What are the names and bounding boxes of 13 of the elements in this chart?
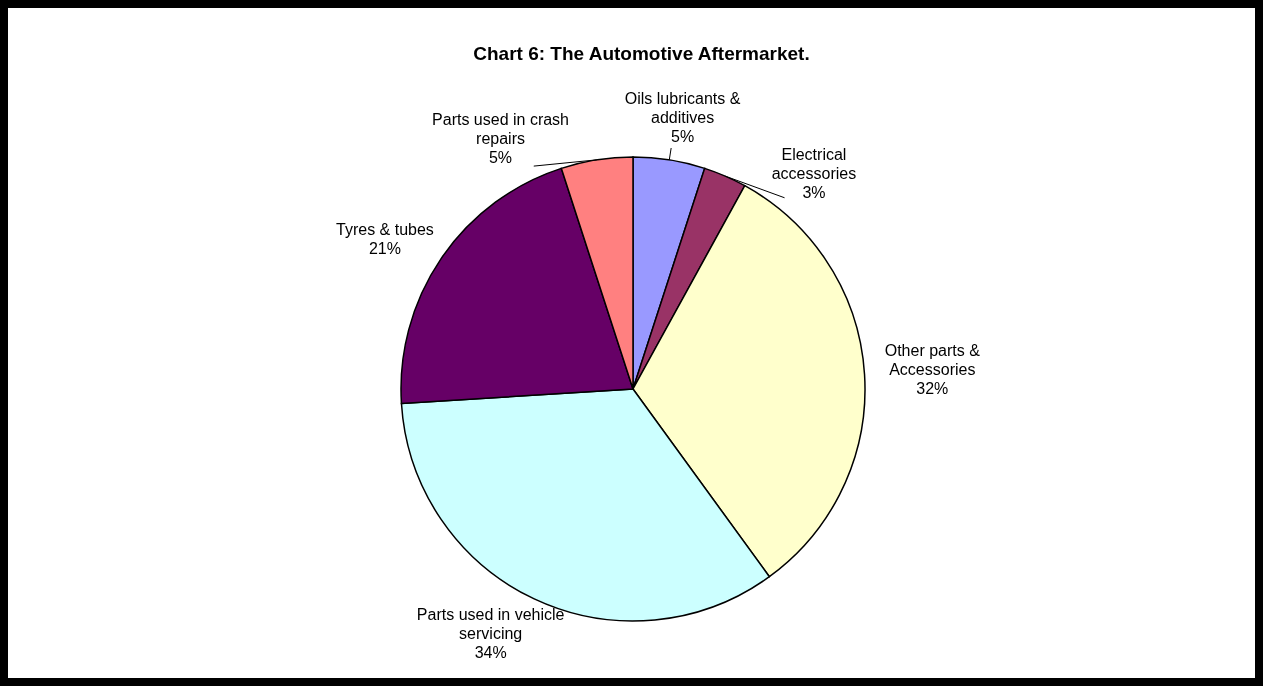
data-label: 34%	[474, 644, 507, 662]
slice-label: Other parts & Accessories	[884, 342, 981, 379]
data-label: 5%	[488, 148, 513, 166]
data-label: 3%	[802, 183, 826, 201]
data-label: 5%	[671, 128, 695, 146]
chart-title: Chart 6: The Automotive Aftermarket.	[473, 43, 810, 64]
slice-label: Parts used in vehicle servicing	[416, 606, 565, 643]
slice-label: Oils lubricants & additives	[624, 90, 741, 127]
slice-label: Electrical accessories	[771, 145, 857, 182]
data-label: 21%	[368, 240, 401, 258]
slice-label: Parts used in crash repairs	[432, 110, 569, 147]
data-label: 32%	[916, 380, 949, 398]
slice-label: Tyres & tubes	[336, 221, 434, 239]
